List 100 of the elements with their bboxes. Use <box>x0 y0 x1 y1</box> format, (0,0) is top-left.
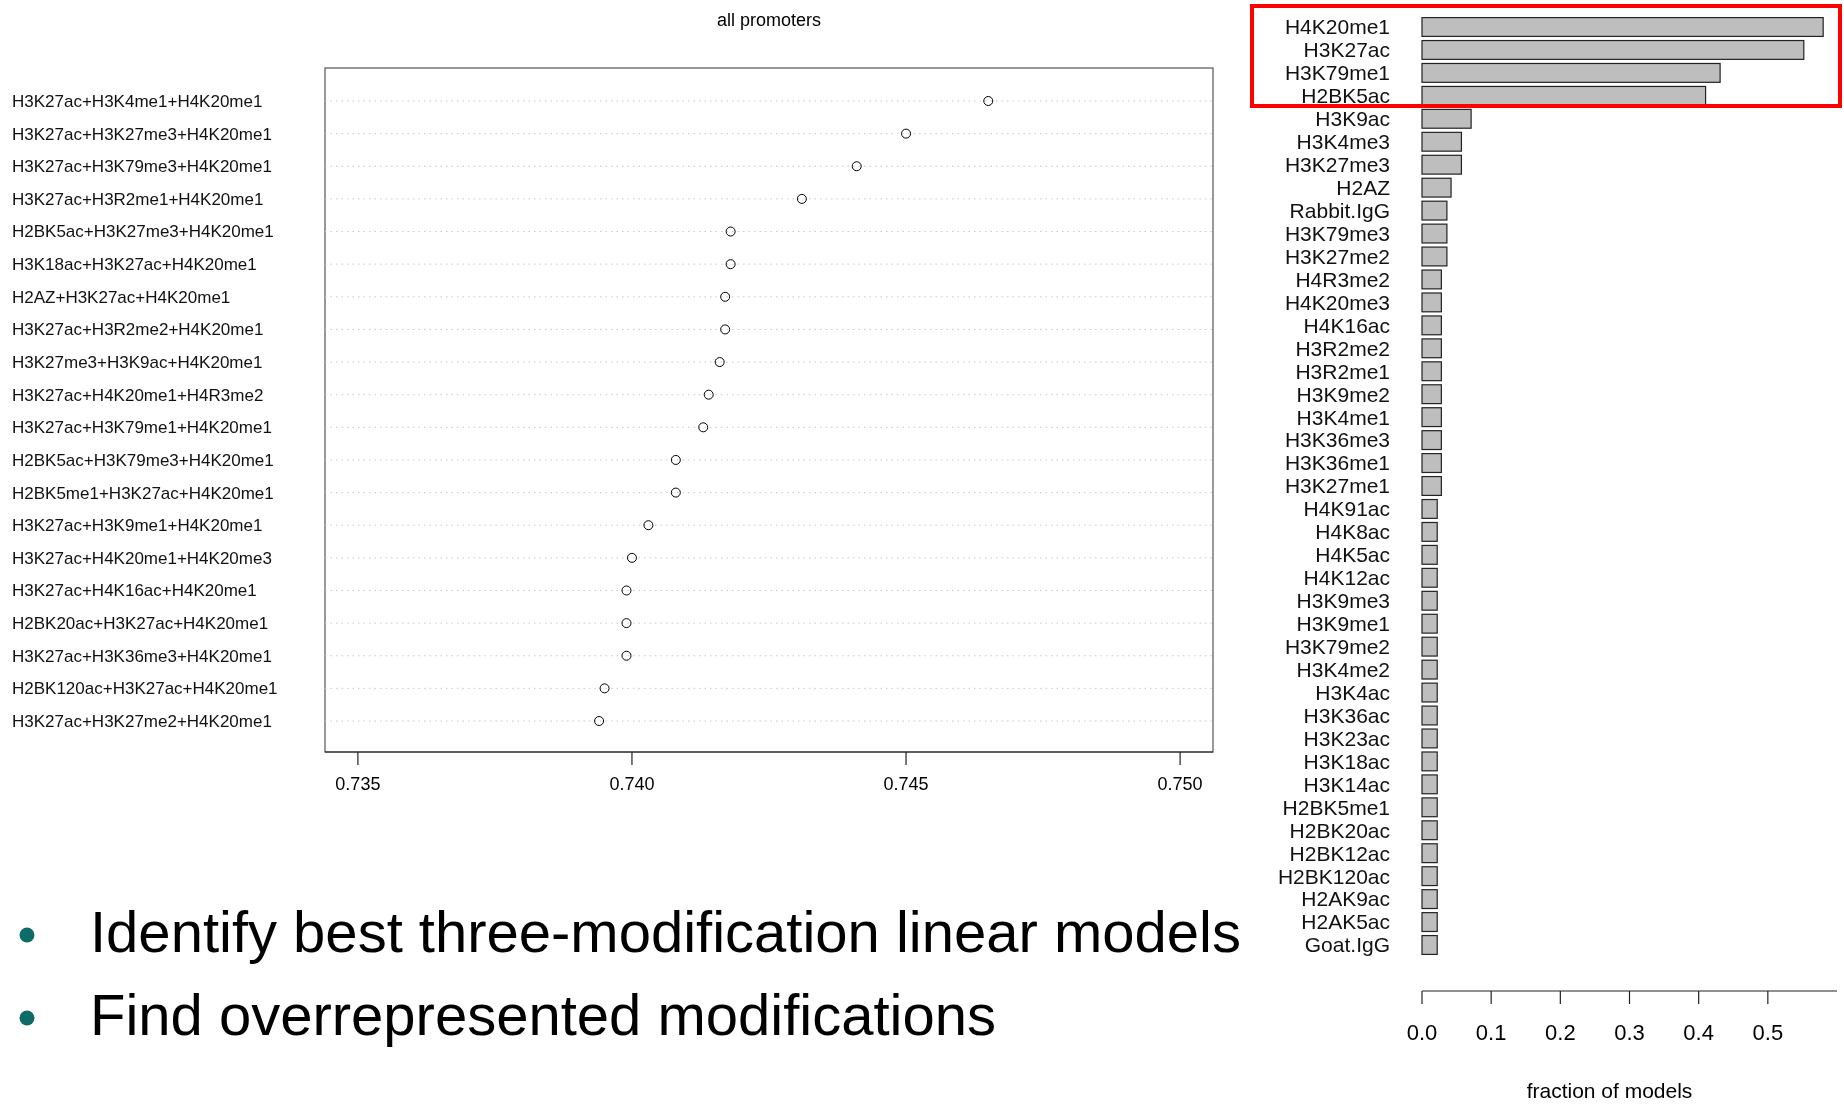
bar <box>1421 407 1442 428</box>
y-tick-label: H3K27me1 <box>1284 474 1390 498</box>
y-tick-label: H3K27ac+H3K36me3+H4K20me1 <box>12 646 272 666</box>
y-tick-label: H2BK120ac+H3K27ac+H4K20me1 <box>12 679 278 699</box>
bar <box>1421 292 1442 313</box>
x-tick-label: 0.745 <box>883 774 929 794</box>
bar <box>1421 475 1442 497</box>
bar <box>1421 246 1448 267</box>
text: Find overrepresented modifications <box>90 982 996 1047</box>
y-tick-label: H3K14ac <box>1303 772 1390 796</box>
bar <box>1421 636 1438 657</box>
y-tick-label: H3K18ac+H3K27ac+H4K20me1 <box>12 255 257 275</box>
y-tick-label: H2BK120ac <box>1277 864 1390 888</box>
bar <box>1421 705 1438 726</box>
y-tick-label: H3K36me1 <box>1284 451 1390 475</box>
point <box>670 454 681 465</box>
bar <box>1421 39 1805 60</box>
x-tick-label: 0.5 <box>1752 1020 1784 1045</box>
y-tick-label: H2AK5ac <box>1301 910 1390 934</box>
y-tick-label: H2BK12ac <box>1289 841 1390 865</box>
y-tick-label: H3K27ac+H3R2me1+H4K20me1 <box>12 189 264 209</box>
y-tick-label: Rabbit.IgG <box>1289 198 1390 222</box>
point <box>703 389 714 400</box>
bar <box>1421 567 1438 588</box>
point <box>621 618 632 629</box>
x-tick-label: 0.3 <box>1614 1020 1645 1045</box>
bar <box>1421 774 1438 795</box>
y-tick-label: H3K27me3+H3K9ac+H4K20me1 <box>12 353 263 372</box>
bar <box>1421 108 1472 129</box>
y-tick-label: H3K4me3 <box>1296 130 1390 154</box>
y-tick-label: H4K20me1 <box>1284 15 1390 39</box>
y-tick-label: H2BK5me1 <box>1282 795 1390 819</box>
bar <box>1421 131 1463 152</box>
y-tick-label: H3K27ac+H3K79me3+H4K20me1 <box>12 157 272 177</box>
y-tick-label: H3K4me1 <box>1296 405 1390 429</box>
point <box>643 520 654 531</box>
x-tick-label: 0.0 <box>1406 1020 1438 1045</box>
point <box>796 193 807 204</box>
y-tick-label: H3K27ac+H4K20me1+H4R3me2 <box>12 385 264 405</box>
bar <box>1421 498 1438 519</box>
y-tick-label: H3K27ac+H3K27me3+H4K20me1 <box>12 124 272 144</box>
y-tick-label: Goat.IgG <box>1304 933 1390 957</box>
bar <box>1421 521 1438 542</box>
y-tick-label: H3K23ac <box>1303 726 1390 750</box>
point <box>714 357 725 368</box>
point <box>725 226 736 237</box>
point <box>594 716 605 726</box>
bar <box>1421 315 1442 336</box>
bar <box>1421 866 1438 887</box>
y-tick-label: H2AZ+H3K27ac+H4K20me1 <box>12 287 231 307</box>
y-tick-label: H2BK20ac <box>1289 818 1390 842</box>
x-axis-title: fraction of models <box>1526 1079 1693 1102</box>
bar <box>1421 269 1442 290</box>
y-tick-label: H3K27ac+H3K27me2+H4K20me1 <box>12 711 272 731</box>
y-tick-label: H2BK5ac+H3K27me3+H4K20me1 <box>12 222 274 242</box>
y-tick-label: H4K5ac <box>1315 543 1390 567</box>
point <box>698 422 709 433</box>
bar <box>1421 843 1438 864</box>
x-tick-label: 0.740 <box>609 774 655 794</box>
y-tick-label: H4R3me2 <box>1295 267 1390 291</box>
y-tick-label: H3K27me2 <box>1284 244 1390 268</box>
bar <box>1421 934 1438 956</box>
point <box>901 128 912 139</box>
y-tick-label: H2BK5ac <box>1301 84 1390 108</box>
text: Identify best three-modification linear models <box>90 899 1241 964</box>
y-tick-label: H2AZ <box>1336 176 1391 199</box>
bar <box>1421 154 1463 175</box>
point <box>720 324 731 335</box>
y-tick-label: H3K27ac+H4K20me1+H4K20me3 <box>12 548 272 568</box>
point <box>851 161 862 172</box>
bar <box>1421 544 1438 565</box>
bar <box>1421 820 1438 841</box>
y-tick-label: H3K9me3 <box>1296 589 1390 613</box>
point <box>670 487 681 498</box>
bar <box>1421 889 1438 910</box>
y-tick-label: H3K36me3 <box>1284 428 1390 452</box>
point <box>725 259 736 270</box>
y-tick-label: H4K91ac <box>1303 497 1390 521</box>
bar <box>1421 223 1448 244</box>
bar <box>1421 912 1438 933</box>
y-tick-label: H3K36ac <box>1303 703 1390 727</box>
bar <box>1421 659 1438 680</box>
y-tick-label: H3K27ac <box>1303 38 1390 62</box>
x-tick-label: 0.735 <box>335 774 381 794</box>
point <box>720 291 731 302</box>
y-tick-label: H4K12ac <box>1303 566 1390 590</box>
bar <box>1421 590 1438 611</box>
y-tick-label: H2BK20ac+H3K27ac+H4K20me1 <box>12 614 269 634</box>
y-tick-label: H3K79me1 <box>1284 61 1390 85</box>
y-tick-label: H4K8ac <box>1315 520 1390 544</box>
y-tick-label: H3R2me2 <box>1295 336 1390 360</box>
point <box>626 552 637 563</box>
bar <box>1421 200 1448 221</box>
y-tick-label: H3K27me3 <box>1284 153 1390 177</box>
x-tick-label: 0.4 <box>1683 1020 1714 1045</box>
y-tick-label: H3K27ac+H4K16ac+H4K20me1 <box>12 581 257 601</box>
x-tick-label: 0.1 <box>1475 1020 1507 1045</box>
y-tick-label: H3K9me2 <box>1296 382 1390 406</box>
bar <box>1421 384 1442 405</box>
bar <box>1421 16 1824 38</box>
